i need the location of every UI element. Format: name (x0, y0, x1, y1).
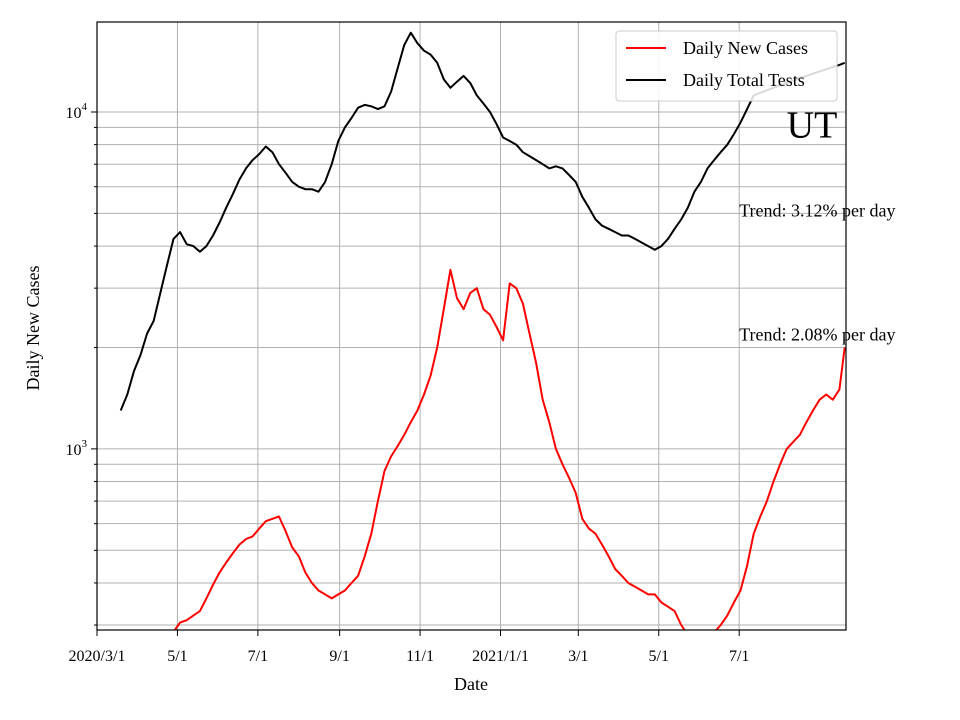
x-tick-label: 5/1 (167, 648, 187, 665)
trend-annotation: Trend: 3.12% per day (739, 200, 895, 220)
legend: Daily New Cases Daily Total Tests (615, 30, 838, 102)
x-tick-label: 2020/3/1 (69, 648, 126, 665)
tick-layer: 2020/3/1 5/1 7/1 9/1 11/1 2021/1/1 3/1 5/1 7/1 10… (66, 101, 750, 665)
annotation-layer: UT Trend: 3.12% per day Trend: 2.08% per d… (739, 105, 895, 345)
trend-annotation: Trend: 2.08% per day (739, 324, 895, 344)
series-line-daily-new-cases (173, 268, 846, 630)
x-tick-label: 5/1 (649, 648, 669, 665)
legend-label-daily-new-cases: Daily New Cases (683, 38, 808, 58)
x-axis-label: Date (454, 674, 488, 694)
x-tick-label: 9/1 (329, 648, 349, 665)
legend-box (615, 30, 838, 102)
x-tick-label: 2021/1/1 (472, 648, 529, 665)
y-tick-label: 103 (66, 438, 88, 459)
y-tick-label: 104 (66, 101, 88, 122)
legend-label-daily-total-tests: Daily Total Tests (683, 70, 805, 90)
x-tick-label: 3/1 (568, 648, 588, 665)
y-axis-label: Daily New Cases (23, 266, 43, 391)
series-layer (119, 31, 846, 630)
plot-frame (96, 21, 847, 631)
region-label: UT (787, 105, 838, 147)
x-tick-label: 7/1 (729, 648, 749, 665)
grid-layer (96, 22, 846, 630)
series-line-daily-total-tests (119, 31, 846, 411)
x-tick-label: 11/1 (406, 648, 434, 665)
x-tick-label: 7/1 (248, 648, 268, 665)
